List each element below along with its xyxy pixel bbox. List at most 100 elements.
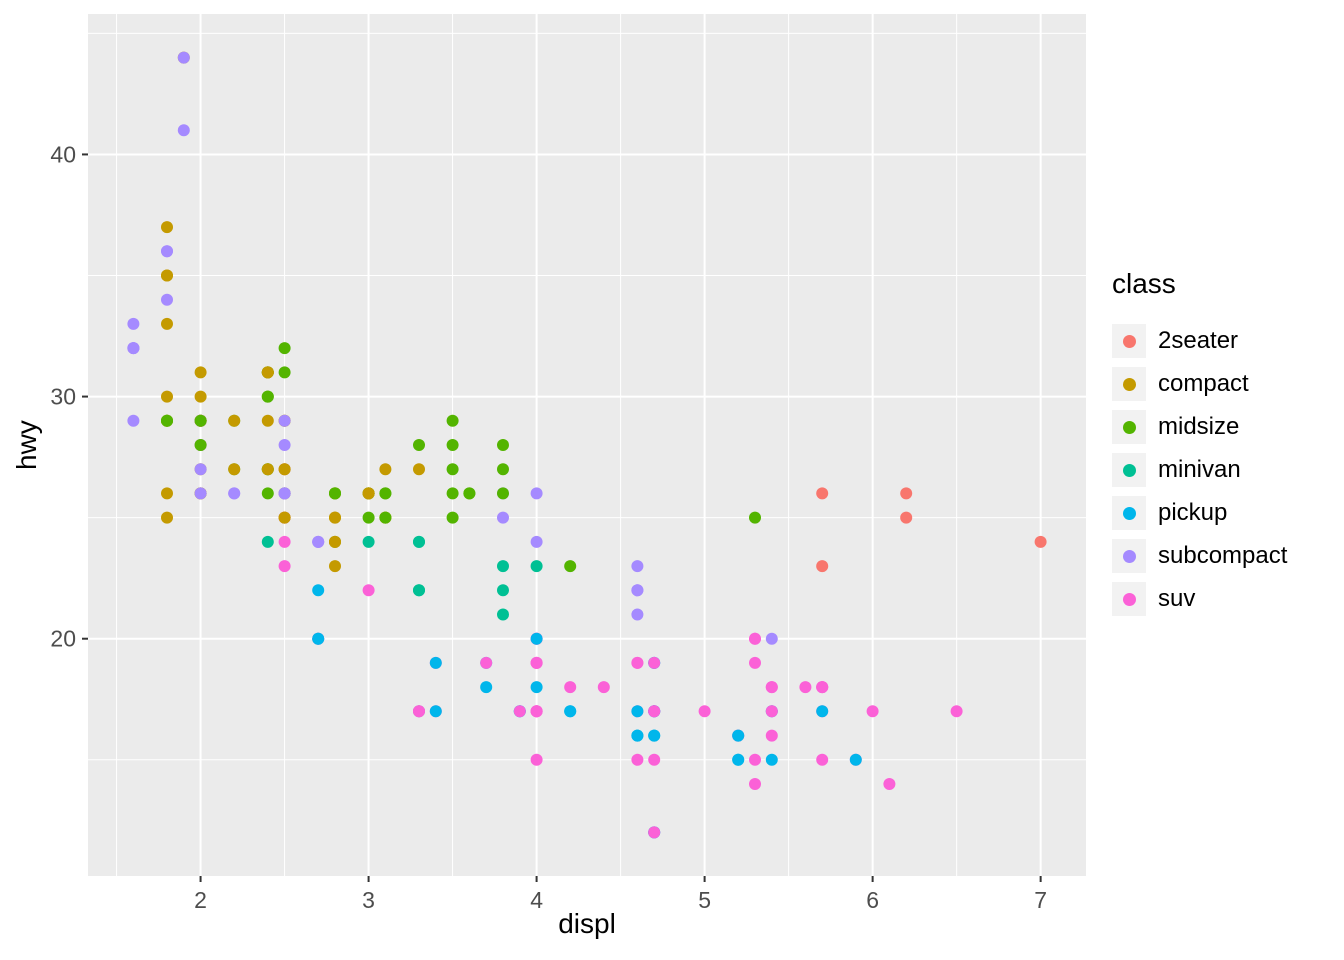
data-point-minivan: [261, 535, 274, 548]
data-point-minivan: [413, 535, 425, 548]
data-point-suv: [597, 681, 610, 694]
data-point-subcompact: [278, 414, 291, 427]
data-point-suv: [765, 705, 778, 718]
data-point-subcompact: [631, 584, 644, 597]
data-point-subcompact: [127, 317, 140, 330]
data-point-midsize: [278, 342, 291, 355]
data-point-suv: [648, 705, 661, 718]
data-point-compact: [379, 463, 392, 476]
data-point-subcompact: [161, 245, 173, 258]
data-point-compact: [194, 366, 207, 379]
y-axis-title: hwy: [11, 420, 42, 470]
data-point-suv: [648, 656, 661, 669]
data-point-compact: [161, 511, 173, 524]
legend-items: 2seater compact midsize minivan pickup subcom…: [1112, 318, 1342, 622]
legend-item-minivan: minivan: [1112, 450, 1342, 490]
data-point-2seater: [816, 560, 829, 573]
data-point-subcompact: [194, 487, 207, 500]
legend-key: [1112, 582, 1146, 616]
data-point-midsize: [446, 487, 459, 500]
data-point-suv: [765, 681, 778, 694]
data-point-suv: [749, 632, 761, 645]
data-point-subcompact: [127, 342, 140, 355]
data-point-compact: [278, 511, 291, 524]
data-point-suv: [278, 535, 291, 548]
data-point-midsize: [446, 414, 459, 427]
legend-dot-icon: [1122, 506, 1136, 520]
legend: class 2seater compact midsize minivan pickup…: [1112, 14, 1342, 876]
data-point-subcompact: [631, 560, 644, 573]
data-point-suv: [883, 778, 896, 790]
data-point-compact: [329, 560, 341, 573]
data-point-2seater: [900, 511, 913, 524]
data-point-subcompact: [228, 487, 241, 500]
data-point-suv: [816, 753, 829, 766]
legend-title: class: [1112, 268, 1176, 299]
legend-item-suv: suv: [1112, 579, 1342, 619]
data-point-subcompact: [278, 439, 291, 451]
data-point-compact: [161, 221, 173, 234]
data-point-midsize: [329, 487, 341, 500]
data-point-compact: [161, 390, 173, 403]
legend-item-subcompact: subcompact: [1112, 536, 1342, 576]
data-point-compact: [161, 487, 173, 500]
data-point-compact: [329, 511, 341, 524]
data-point-midsize: [194, 439, 207, 451]
data-point-pickup: [564, 705, 577, 718]
data-point-suv: [648, 826, 661, 839]
legend-item-2seater: 2seater: [1112, 321, 1342, 361]
x-tick-label: 3: [362, 887, 375, 913]
x-tick-label: 5: [698, 887, 711, 913]
data-point-pickup: [648, 729, 661, 742]
data-point-pickup: [765, 753, 778, 766]
data-point-suv: [513, 705, 526, 718]
y-tick-label: 30: [50, 384, 76, 410]
legend-key: [1112, 324, 1146, 358]
data-point-compact: [278, 463, 291, 476]
data-point-midsize: [379, 487, 392, 500]
data-point-suv: [278, 560, 291, 573]
data-point-subcompact: [765, 632, 778, 645]
data-point-midsize: [446, 463, 459, 476]
data-point-pickup: [530, 632, 543, 645]
data-point-suv: [749, 778, 761, 790]
data-point-compact: [194, 390, 207, 403]
data-point-midsize: [362, 511, 375, 524]
legend-item-label: minivan: [1158, 456, 1241, 483]
data-point-minivan: [497, 608, 509, 621]
data-point-midsize: [446, 511, 459, 524]
data-point-subcompact: [194, 463, 207, 476]
data-point-pickup: [429, 705, 442, 718]
legend-dot-icon: [1122, 420, 1136, 434]
data-point-midsize: [161, 414, 173, 427]
data-point-midsize: [261, 390, 274, 403]
legend-item-midsize: midsize: [1112, 407, 1342, 447]
legend-key: [1112, 496, 1146, 530]
legend-item-label: 2seater: [1158, 327, 1239, 354]
data-point-midsize: [497, 463, 509, 476]
data-point-suv: [648, 753, 661, 766]
legend-key: [1112, 410, 1146, 444]
data-point-pickup: [480, 681, 493, 694]
data-point-subcompact: [631, 608, 644, 621]
x-tick-label: 7: [1034, 887, 1047, 913]
legend-dot-icon: [1122, 549, 1136, 563]
data-point-pickup: [732, 753, 745, 766]
y-tick-label: 40: [50, 141, 76, 167]
data-point-minivan: [497, 560, 509, 573]
legend-item-label: pickup: [1158, 499, 1228, 526]
data-point-pickup: [631, 729, 644, 742]
data-point-suv: [799, 681, 812, 694]
data-point-suv: [866, 705, 879, 718]
legend-item-label: suv: [1158, 585, 1196, 612]
data-point-suv: [631, 753, 644, 766]
data-point-pickup: [849, 753, 862, 766]
data-point-suv: [698, 705, 711, 718]
data-point-subcompact: [278, 487, 291, 500]
x-tick-label: 4: [530, 887, 543, 913]
data-point-pickup: [816, 705, 829, 718]
data-point-subcompact: [497, 511, 509, 524]
legend-key: [1112, 539, 1146, 573]
data-point-compact: [161, 317, 173, 330]
